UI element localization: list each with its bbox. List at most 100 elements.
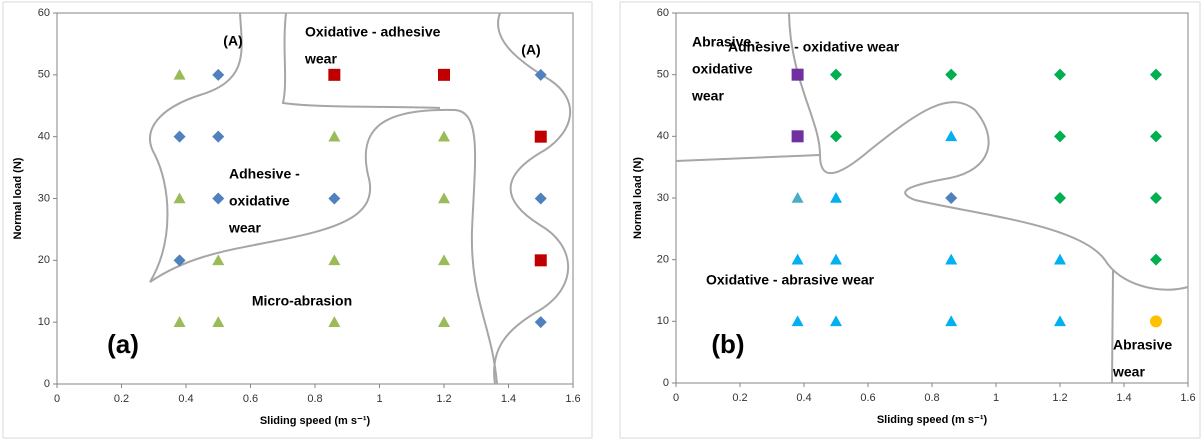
x-tick-label: 0.2 [114,393,129,405]
point [945,315,958,327]
point [830,253,842,265]
x-tick-label: 1.6 [1180,392,1195,404]
x-tick-label: 0 [673,392,679,404]
point [1054,68,1066,81]
point [830,315,842,327]
x-tick-label: 0.8 [924,392,939,404]
point [328,192,341,205]
point [1150,253,1162,266]
x-tick-label: 1.4 [1116,392,1131,404]
annotation: Abrasive - [692,34,760,50]
annotation: Adhesive - [229,166,300,182]
x-axis-label: Sliding speed (m s⁻¹) [260,415,371,427]
point [534,316,547,329]
x-tick-label: 0.2 [732,392,747,404]
point [1054,253,1066,265]
panel-frame [2,1,593,439]
point [173,130,186,143]
y-tick-label: 20 [38,254,50,266]
annotation: Adhesive - oxidative wear [728,39,900,55]
x-tick-label: 1.6 [565,393,580,405]
point [791,253,804,265]
point [173,316,186,327]
x-tick-label: 0.6 [860,392,875,404]
annotation: (A) [521,42,540,58]
y-tick-label: 40 [38,131,50,143]
point [791,315,804,327]
annotation: wear [304,51,337,67]
x-tick-label: 1.4 [501,393,516,405]
y-tick-label: 0 [663,377,669,389]
point [328,130,341,142]
y-tick-label: 50 [38,69,50,81]
point [1150,192,1162,204]
point [534,130,547,143]
plot-area [56,12,574,385]
panel-frame [619,1,1201,439]
point [1054,130,1066,143]
y-tick-label: 20 [657,254,669,266]
y-tick-label: 0 [44,378,50,390]
annotation: Oxidative - abrasive wear [706,272,875,288]
y-tick-label: 10 [657,315,669,327]
point [212,68,225,81]
point [1054,192,1066,204]
point [1150,68,1162,81]
x-tick-label: 1 [993,392,999,404]
point [791,192,804,203]
annotation: wear [691,88,724,104]
point [791,130,804,143]
boundary [675,154,821,162]
point [212,192,225,205]
y-axis-label: Normal load (N) [12,157,24,239]
point [212,254,225,266]
annotation: (b) [711,329,744,359]
point [791,68,804,81]
x-tick-label: 0.4 [178,393,193,405]
point [438,68,450,81]
boundary [1111,269,1114,384]
point [438,254,450,266]
point [173,68,186,80]
annotation: (a) [107,329,139,359]
annotation: oxidative [229,193,290,209]
annotation: (A) [223,33,242,49]
x-tick-label: 0.8 [307,393,322,405]
x-tick-label: 0.6 [243,393,258,405]
x-tick-label: 0.4 [796,392,811,404]
annotation: Micro-abrasion [252,293,352,309]
regime-boundaries [149,12,1189,385]
point [173,254,186,267]
point [830,68,842,81]
boundary [149,12,498,385]
point [438,130,450,142]
y-tick-label: 30 [38,192,50,204]
point [212,316,225,327]
annotation: Oxidative - adhesive [305,24,441,40]
x-tick-label: 1.2 [1052,392,1067,404]
annotation: wear [1112,364,1145,380]
point [945,68,958,81]
point [328,68,341,81]
point [945,253,958,265]
y-tick-label: 40 [657,130,669,142]
point [1150,315,1162,328]
plot-area [675,12,1189,384]
point [534,68,547,81]
point [945,130,958,142]
y-tick-label: 60 [657,7,669,19]
point [328,316,341,327]
y-axis-label: Normal load (N) [632,157,644,239]
point [1054,315,1066,327]
point [438,316,450,327]
y-tick-label: 50 [657,69,669,81]
point [830,130,842,143]
x-tick-label: 0 [54,393,60,405]
annotation: Abrasive [1113,337,1172,353]
x-tick-label: 1.2 [436,393,451,405]
y-tick-label: 10 [38,316,50,328]
point [438,192,450,204]
point [1150,130,1162,143]
